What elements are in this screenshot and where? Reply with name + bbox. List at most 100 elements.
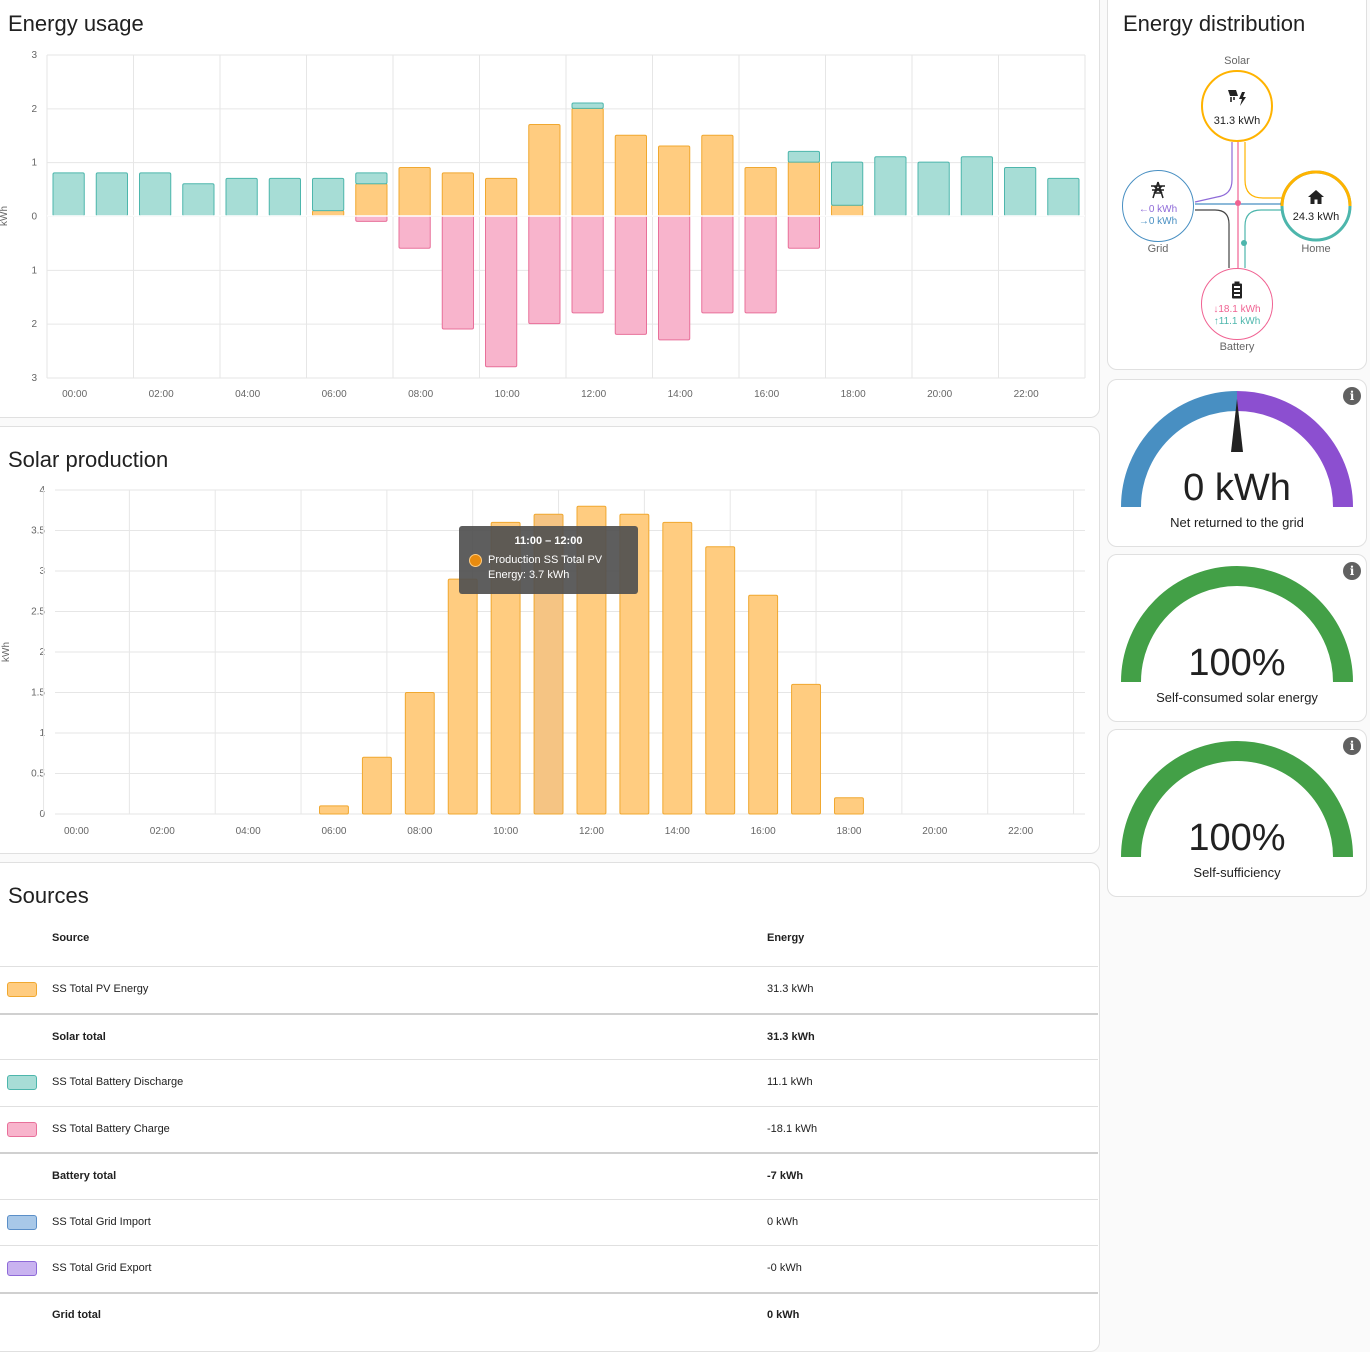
sources-card: Sources [0,862,1100,1352]
battery-icon [1232,281,1242,299]
battery-in-value: 18.1 kWh [1218,304,1261,315]
usage-bar [95,172,128,217]
source-color-swatch [7,1122,37,1137]
sources-row: SS Total Grid Import 0 kWh [0,1199,1098,1245]
usage-bar [787,161,820,217]
x-tick-label: 12:00 [581,389,606,400]
grid-node[interactable]: ←0 kWh →0 kWh [1122,170,1194,242]
y-tick-label: 2.5 [31,607,45,618]
y-tick-label: 2 [31,104,37,115]
solar-bar [791,683,821,815]
source-color-swatch [7,1261,37,1276]
x-tick-label: 04:00 [235,389,260,400]
y-tick-label: 0.5 [31,769,45,780]
grid-node-label: Grid [1147,243,1169,255]
source-name: SS Total Battery Discharge [52,1076,184,1088]
tooltip-series-dot [469,554,482,567]
sources-header: Source Energy [0,932,1098,952]
x-tick-label: 08:00 [407,826,432,837]
usage-bar [1047,177,1080,217]
grid-gauge-card: i 0 kWh Net returned to the grid [1107,379,1367,547]
transmission-tower-icon [1151,181,1165,199]
usage-bar [485,177,518,217]
usage-bar [571,107,604,217]
x-tick-label: 10:00 [493,826,518,837]
usage-bar [355,183,388,217]
self-consumed-gauge [1121,566,1353,683]
home-node-value: 24.3 kWh [1292,211,1340,223]
sources-total-row: Battery total -7 kWh [0,1152,1098,1199]
source-energy: 11.1 kWh [767,1076,813,1088]
usage-bar [571,215,604,314]
sources-total-row: Solar total 31.3 kWh [0,1013,1098,1059]
usage-bar [658,145,691,217]
grid-out-value: 0 kWh [1148,204,1178,215]
usage-bar [52,172,85,217]
self-sufficiency-gauge-value: 100% [1188,817,1286,859]
energy-usage-chart[interactable]: 3 2 1 0 1 2 3 00:00 02:00 04:00 06:00 08:00 10:00 12:… [0,0,1100,418]
source-energy: -18.1 kWh [767,1123,818,1135]
x-tick-label: 02:00 [149,389,174,400]
y-tick-label: 3 [31,373,37,384]
usage-bar [701,134,734,217]
solar-bar [834,797,864,815]
solar-power-icon [1228,90,1246,106]
x-tick-label: 18:00 [841,389,866,400]
x-tick-label: 10:00 [495,389,520,400]
x-tick-label: 04:00 [236,826,261,837]
x-tick-label: 22:00 [1014,389,1039,400]
y-tick-label: 2 [31,319,37,330]
sources-row: SS Total Battery Discharge 11.1 kWh [0,1059,1098,1106]
solar-node[interactable]: 31.3 kWh [1201,70,1273,142]
home-node[interactable]: 24.3 kWh [1280,170,1352,242]
source-energy: -7 kWh [767,1170,804,1182]
solar-bar [748,594,779,815]
self-consumed-gauge-card: i 100% Self-consumed solar energy [1107,554,1367,722]
usage-bar [355,172,388,185]
source-energy: 31.3 kWh [767,983,814,995]
sources-title: Sources [8,883,89,908]
usage-bar [1004,167,1037,217]
self-sufficiency-gauge [1121,741,1353,858]
y-tick-label: 3 [39,566,45,577]
battery-node[interactable]: ↓18.1 kWh ↑11.1 kWh [1201,268,1273,340]
source-color-swatch [7,1075,37,1090]
source-name: Grid total [52,1309,101,1321]
y-axis-label: kWh [1,642,12,662]
usage-bar [571,102,604,109]
solar-production-chart[interactable]: 4 3.5 3 2.5 2 1.5 1 0.5 0 00:00 02:00 04:00 06:00 08:… [0,427,1100,854]
usage-bar [182,183,215,217]
source-energy: 0 kWh [767,1309,800,1321]
sources-header-source: Source [52,932,90,944]
battery-out-value: 11.1 kWh [1218,316,1261,327]
gauge-needle [1231,399,1243,452]
x-tick-label: 20:00 [927,389,952,400]
usage-bar [441,215,474,330]
info-icon[interactable]: i [1343,562,1361,580]
x-tick-label: 14:00 [665,826,690,837]
info-icon[interactable]: i [1343,737,1361,755]
solar-bar [361,756,392,815]
usage-bar [787,150,820,163]
solar-bar [319,805,349,815]
energy-usage-title: Energy usage [8,11,144,36]
usage-bar [528,123,561,217]
home-icon [1308,190,1324,204]
x-tick-label: 02:00 [150,826,175,837]
x-tick-label: 16:00 [751,826,776,837]
tooltip-title: 11:00 – 12:00 [514,535,583,547]
usage-bar [917,161,950,217]
info-icon[interactable]: i [1343,387,1361,405]
x-tick-label: 00:00 [62,389,87,400]
home-node-label: Home [1301,243,1331,255]
grid-gauge [1121,391,1353,508]
source-color-swatch [7,1215,37,1230]
usage-bar [744,167,777,217]
self-consumed-gauge-label: Self-consumed solar energy [1156,690,1318,705]
usage-bar [701,215,734,314]
usage-bar [874,156,907,217]
y-tick-label: 1 [39,728,45,739]
x-tick-label: 20:00 [922,826,947,837]
x-tick-label: 12:00 [579,826,604,837]
y-tick-label: 1 [31,158,37,169]
